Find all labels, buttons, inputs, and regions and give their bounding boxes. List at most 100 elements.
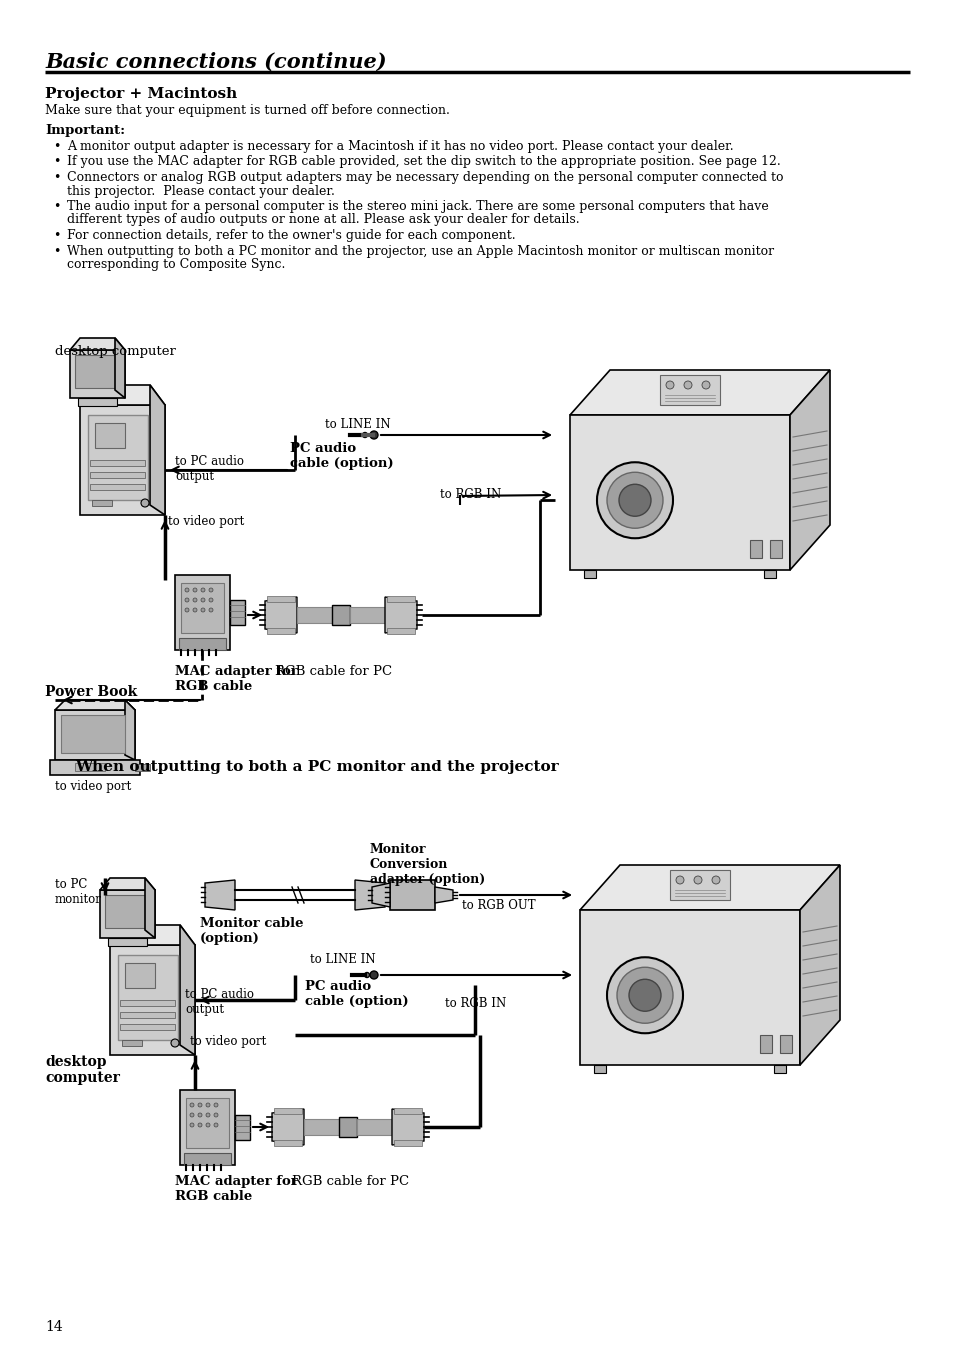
Text: corresponding to Composite Sync.: corresponding to Composite Sync. bbox=[67, 258, 285, 272]
Circle shape bbox=[201, 608, 205, 612]
Circle shape bbox=[193, 598, 196, 603]
Circle shape bbox=[362, 432, 367, 438]
Text: Monitor cable
(option): Monitor cable (option) bbox=[200, 917, 303, 944]
Circle shape bbox=[606, 473, 662, 528]
Bar bbox=[90, 459, 145, 466]
Bar bbox=[773, 1065, 785, 1073]
Text: When outputting to both a PC monitor and the projector, use an Apple Macintosh m: When outputting to both a PC monitor and… bbox=[67, 245, 773, 258]
Bar bbox=[125, 963, 154, 988]
Circle shape bbox=[701, 381, 709, 389]
Bar bbox=[304, 1119, 338, 1135]
Text: •: • bbox=[53, 200, 60, 213]
Text: For connection details, refer to the owner's guide for each component.: For connection details, refer to the own… bbox=[67, 230, 515, 242]
Text: •: • bbox=[53, 155, 60, 169]
Text: to LINE IN: to LINE IN bbox=[325, 417, 390, 431]
Bar bbox=[350, 607, 385, 623]
Bar bbox=[120, 1000, 174, 1006]
Text: different types of audio outputs or none at all. Please ask your dealer for deta: different types of audio outputs or none… bbox=[67, 213, 579, 227]
Bar bbox=[120, 1024, 174, 1029]
Circle shape bbox=[201, 588, 205, 592]
Circle shape bbox=[617, 967, 672, 1023]
Bar bbox=[394, 1140, 421, 1146]
Bar bbox=[90, 471, 145, 478]
Bar bbox=[105, 894, 148, 928]
Text: to video port: to video port bbox=[55, 780, 132, 793]
Bar bbox=[387, 628, 415, 634]
Polygon shape bbox=[569, 370, 829, 415]
Text: PC audio
cable (option): PC audio cable (option) bbox=[305, 979, 408, 1008]
Bar bbox=[135, 765, 150, 771]
Bar bbox=[230, 600, 245, 626]
Text: to video port: to video port bbox=[168, 515, 244, 528]
Bar bbox=[179, 638, 226, 650]
Bar bbox=[75, 355, 118, 388]
Text: this projector.  Please contact your dealer.: this projector. Please contact your deal… bbox=[67, 185, 335, 197]
Bar bbox=[108, 938, 147, 946]
Bar bbox=[234, 1115, 250, 1140]
Circle shape bbox=[201, 598, 205, 603]
Polygon shape bbox=[70, 338, 125, 350]
Text: to PC audio
output: to PC audio output bbox=[185, 988, 253, 1016]
Bar bbox=[110, 944, 194, 1055]
Circle shape bbox=[209, 588, 213, 592]
Bar bbox=[338, 1117, 356, 1138]
Text: 14: 14 bbox=[45, 1320, 63, 1333]
Circle shape bbox=[370, 431, 377, 439]
Circle shape bbox=[190, 1113, 193, 1117]
Text: •: • bbox=[53, 245, 60, 258]
Polygon shape bbox=[800, 865, 840, 1065]
Circle shape bbox=[213, 1123, 218, 1127]
Bar bbox=[749, 540, 761, 558]
Polygon shape bbox=[100, 878, 154, 890]
Circle shape bbox=[190, 1123, 193, 1127]
Bar bbox=[75, 763, 105, 771]
Polygon shape bbox=[392, 1109, 423, 1146]
Circle shape bbox=[676, 875, 683, 884]
Polygon shape bbox=[180, 925, 194, 1055]
Bar bbox=[659, 376, 720, 405]
Circle shape bbox=[193, 588, 196, 592]
Polygon shape bbox=[205, 880, 234, 911]
Circle shape bbox=[206, 1113, 210, 1117]
Bar bbox=[122, 1040, 142, 1046]
Bar bbox=[332, 605, 350, 626]
Text: to RGB IN: to RGB IN bbox=[439, 488, 500, 501]
Circle shape bbox=[206, 1102, 210, 1106]
Circle shape bbox=[198, 1113, 202, 1117]
Circle shape bbox=[209, 598, 213, 603]
Bar bbox=[669, 870, 729, 900]
Bar bbox=[50, 761, 140, 775]
Bar bbox=[594, 1065, 605, 1073]
Bar bbox=[356, 1119, 392, 1135]
Bar bbox=[80, 405, 165, 515]
Bar bbox=[88, 415, 148, 500]
Circle shape bbox=[665, 381, 673, 389]
Bar bbox=[95, 423, 125, 449]
Text: to video port: to video port bbox=[190, 1035, 266, 1048]
Polygon shape bbox=[110, 925, 194, 944]
Polygon shape bbox=[150, 385, 165, 515]
Polygon shape bbox=[372, 884, 390, 907]
Polygon shape bbox=[55, 700, 135, 711]
Bar bbox=[267, 596, 294, 603]
Bar bbox=[394, 1108, 421, 1115]
Circle shape bbox=[185, 598, 189, 603]
Circle shape bbox=[364, 973, 369, 978]
Bar bbox=[180, 1090, 234, 1165]
Circle shape bbox=[185, 588, 189, 592]
Polygon shape bbox=[272, 1109, 304, 1146]
Bar bbox=[763, 570, 775, 578]
Bar bbox=[91, 500, 112, 507]
Text: •: • bbox=[53, 230, 60, 242]
Bar bbox=[274, 1140, 302, 1146]
Polygon shape bbox=[385, 597, 416, 634]
Polygon shape bbox=[145, 878, 154, 938]
Text: Power Book: Power Book bbox=[45, 685, 137, 698]
Text: Important:: Important: bbox=[45, 124, 125, 136]
Circle shape bbox=[213, 1102, 218, 1106]
Circle shape bbox=[597, 462, 672, 538]
Bar bbox=[181, 584, 224, 634]
Circle shape bbox=[606, 958, 682, 1034]
Circle shape bbox=[711, 875, 720, 884]
Circle shape bbox=[185, 608, 189, 612]
